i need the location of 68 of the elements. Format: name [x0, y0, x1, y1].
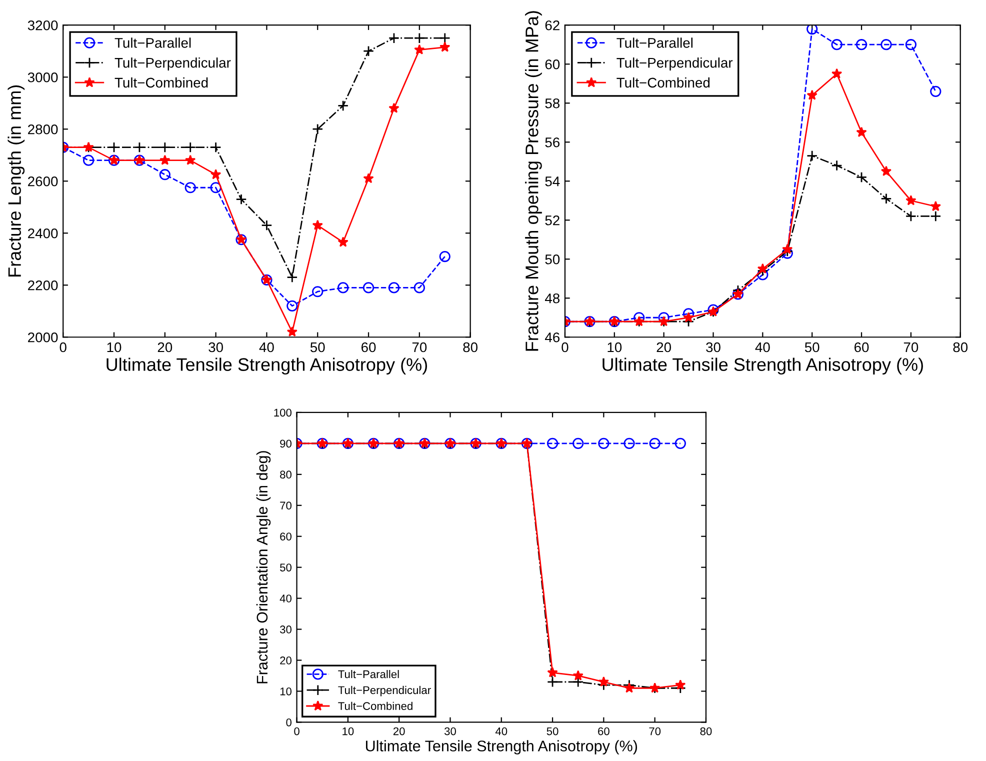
x-tick-label: 50 [804, 342, 820, 352]
x-tick-label: 20 [158, 342, 172, 352]
y-tick-label: 60 [280, 532, 292, 540]
x-tick-label: 40 [259, 342, 274, 352]
x-tick-label: 0 [562, 342, 568, 352]
y-tick-label: 20 [280, 656, 292, 664]
y-tick-label: 46 [544, 332, 560, 342]
y-tick-label: 3200 [28, 20, 58, 30]
x-tick-label: 70 [904, 342, 918, 352]
y-tick-label: 2800 [28, 124, 58, 134]
x-tick-label: 70 [649, 727, 661, 736]
x-tick-label: 10 [608, 342, 622, 352]
x-tick-label: 20 [656, 342, 672, 352]
x-tick-label: 40 [755, 342, 770, 352]
y-tick-label: 80 [280, 470, 292, 479]
y-tick-label: 62 [545, 20, 560, 30]
y-tick-label: 100 [274, 408, 292, 417]
x-tick-label: 60 [362, 342, 376, 352]
y-tick-label: 40 [280, 594, 292, 602]
y-tick-label: 58 [545, 98, 560, 108]
legend-label: Tult−Parallel [114, 38, 191, 48]
y-tick-label: 50 [280, 564, 292, 572]
x-tick-label: 50 [310, 342, 325, 352]
legend-label: Tult−Parallel [616, 38, 692, 48]
legend-label: Tult−Perpendicular [616, 58, 733, 70]
x-tick-label: 0 [294, 727, 300, 736]
x-tick-label: 80 [463, 342, 478, 352]
legend-label: Tult−Perpendicular [114, 58, 231, 70]
x-tick-label: 20 [393, 727, 405, 736]
y-tick-label: 90 [280, 440, 292, 448]
x-tick-label: 80 [700, 727, 712, 736]
legend-label: Tult−Combined [616, 77, 710, 88]
x-tick-label: 70 [412, 342, 427, 352]
y-axis-title: Fracture Orientation Angle (in deg) [256, 451, 271, 684]
y-tick-label: 3000 [28, 72, 58, 82]
legend-label: Tult−Parallel [338, 670, 399, 678]
x-tick-label: 60 [598, 727, 610, 736]
y-tick-label: 54 [545, 176, 560, 186]
y-axis-title: Fracture Length (in mm) [8, 85, 25, 276]
x-tick-label: 10 [107, 342, 122, 352]
legend-label: Tult−Perpendicular [338, 686, 431, 696]
y-tick-label: 2000 [28, 332, 58, 342]
x-tick-label: 30 [706, 342, 720, 352]
legend-label: Tult−Combined [114, 77, 208, 88]
x-tick-label: 60 [854, 342, 869, 352]
y-tick-label: 60 [545, 59, 560, 70]
x-axis-title: Ultimate Tensile Strength Anisotropy (%) [366, 740, 638, 754]
y-tick-label: 70 [280, 502, 292, 510]
y-tick-label: 2200 [28, 280, 58, 290]
y-tick-label: 48 [544, 293, 560, 304]
y-tick-label: 30 [280, 626, 292, 634]
y-axis-title: Fracture Mouth opening Pressure (in MPa) [525, 11, 542, 351]
x-tick-label: 30 [444, 727, 456, 736]
y-tick-label: 2600 [28, 176, 58, 186]
x-tick-label: 10 [342, 727, 354, 736]
x-tick-label: 40 [495, 727, 508, 736]
y-tick-label: 56 [545, 137, 560, 148]
x-axis-title: Ultimate Tensile Strength Anisotropy (%) [602, 358, 923, 375]
y-tick-label: 10 [280, 687, 292, 696]
x-tick-label: 80 [953, 342, 968, 352]
x-tick-label: 30 [208, 342, 223, 352]
x-tick-label: 0 [60, 342, 66, 352]
y-tick-label: 2400 [28, 228, 58, 238]
x-axis-title: Ultimate Tensile Strength Anisotropy (%) [106, 358, 428, 375]
y-tick-label: 50 [545, 254, 560, 264]
y-tick-label: 52 [545, 215, 560, 226]
y-tick-label: 0 [286, 718, 292, 726]
legend-label: Tult−Combined [338, 702, 412, 710]
